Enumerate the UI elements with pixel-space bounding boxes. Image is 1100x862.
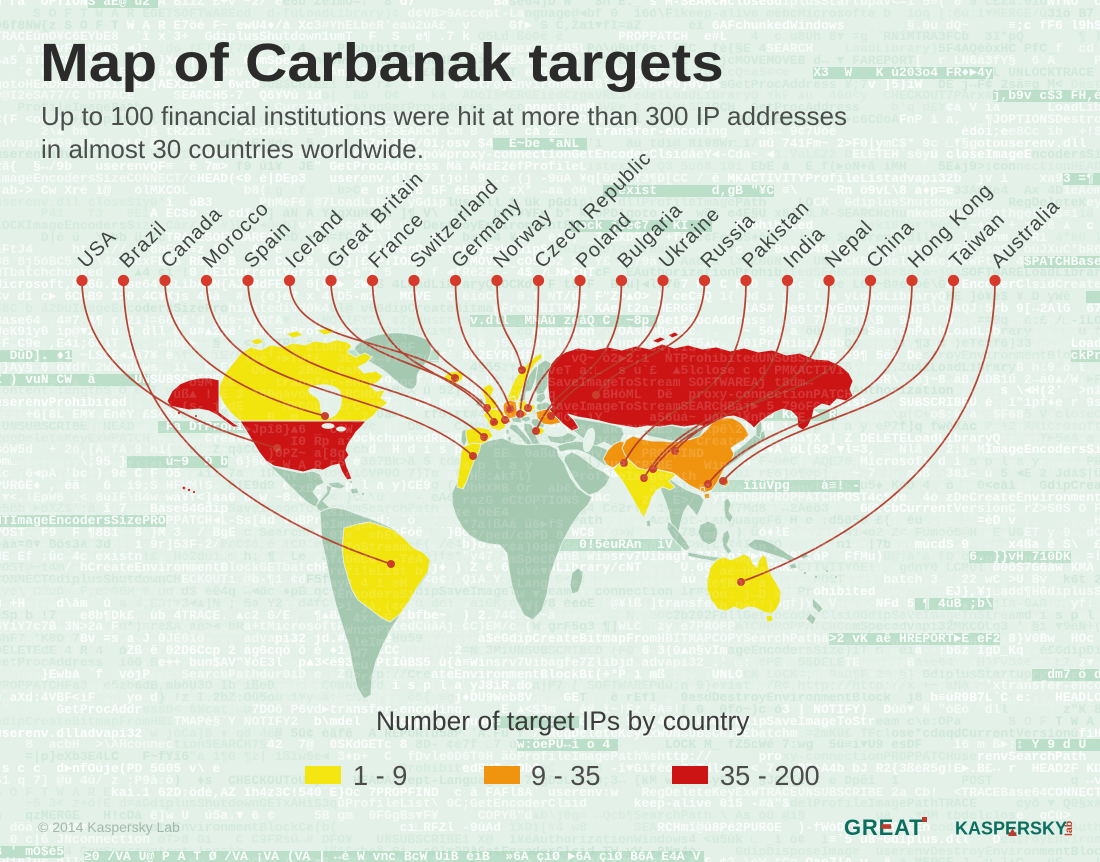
svg-text:lab: lab [1063,821,1075,836]
svg-text:KASPERSKY: KASPERSKY [955,819,1067,839]
